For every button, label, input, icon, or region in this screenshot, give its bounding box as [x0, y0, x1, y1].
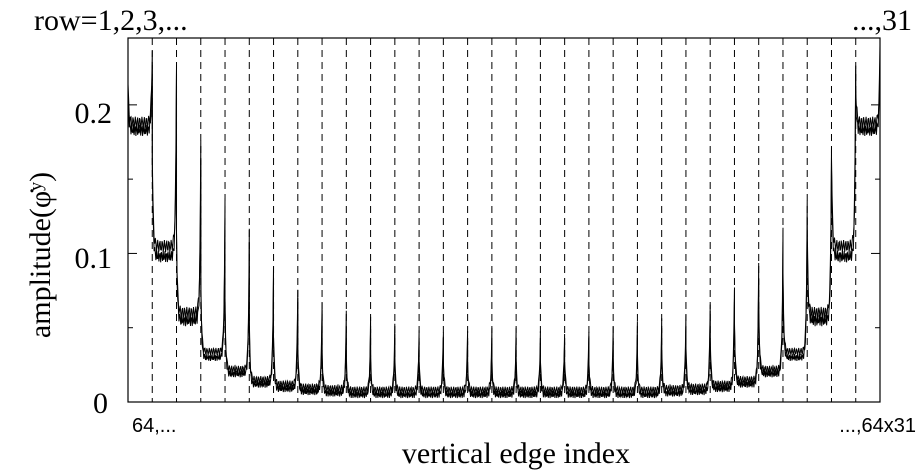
series-line-2 [127, 63, 881, 399]
plot-frame [127, 37, 881, 403]
y-tick-label-0.2: 0.2 [75, 97, 113, 130]
top-annotation-left: row=1,2,3,... [34, 4, 188, 37]
row-boundary-lines [151, 38, 857, 402]
x-axis-label: vertical edge index [402, 437, 630, 470]
y-ticks [128, 104, 880, 403]
y-tick-label-0.1: 0.1 [75, 242, 113, 275]
x-tick-label-start: 64,... [132, 415, 176, 437]
top-annotation-right: ...,31 [852, 4, 912, 37]
x-tick-label-end: ...,64x31 [839, 415, 916, 437]
y-tick-label-0: 0 [93, 387, 108, 420]
series-line-1 [127, 45, 881, 396]
y-axis-label: amplitude(φ̇ʸ) [24, 172, 57, 338]
series-lines [127, 45, 881, 399]
